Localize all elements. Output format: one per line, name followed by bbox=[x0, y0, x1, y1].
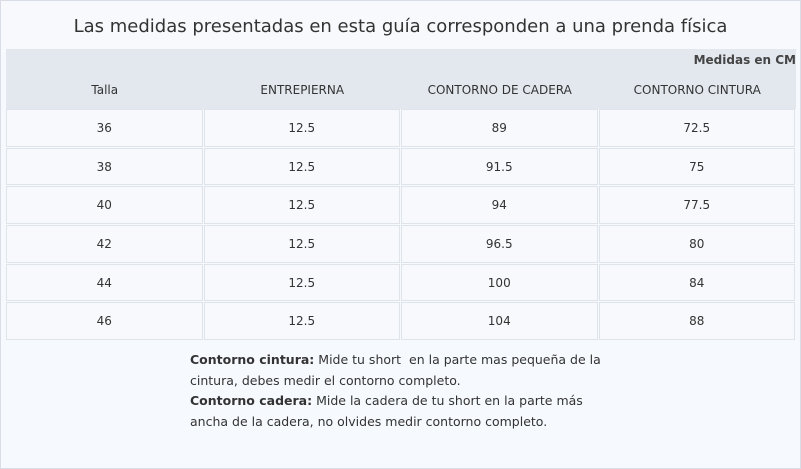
note: Contorno cintura: Mide tu short en la pa… bbox=[190, 350, 610, 391]
table-cell: 80 bbox=[598, 225, 795, 263]
units-label: Medidas en CM bbox=[693, 53, 796, 67]
note-text: Mide la cadera de tu short en la parte m… bbox=[190, 393, 587, 429]
table-cell: 72.5 bbox=[598, 109, 795, 147]
note-label: Contorno cadera: bbox=[190, 393, 313, 408]
table-cell: 46 bbox=[6, 302, 203, 341]
table-cell: 96.5 bbox=[401, 225, 598, 263]
table-cell: 88 bbox=[598, 302, 795, 341]
table-row: 36 12.5 89 72.5 bbox=[6, 109, 796, 148]
table-row: 40 12.5 94 77.5 bbox=[6, 186, 796, 225]
table-cell: 12.5 bbox=[203, 109, 400, 147]
table-cell: 12.5 bbox=[203, 225, 400, 263]
note-text: Mide tu short en la parte mas pequeña de… bbox=[190, 352, 605, 388]
notes: Contorno cintura: Mide tu short en la pa… bbox=[190, 350, 610, 432]
table-cell: 36 bbox=[6, 109, 203, 147]
table-cell: 104 bbox=[401, 302, 598, 341]
table-row: 42 12.5 96.5 80 bbox=[6, 225, 796, 264]
title: Las medidas presentadas en esta guía cor… bbox=[1, 1, 800, 49]
table-cell: 44 bbox=[6, 263, 203, 302]
table-cell: 12.5 bbox=[203, 186, 400, 225]
table-cell: 77.5 bbox=[598, 186, 795, 225]
table-cell: 12.5 bbox=[203, 147, 400, 186]
table-cell: 84 bbox=[598, 263, 795, 302]
column-header: CONTORNO CINTURA bbox=[633, 83, 761, 97]
table-cell: 12.5 bbox=[203, 263, 400, 302]
column-header: Talla bbox=[91, 83, 119, 97]
table-row: 44 12.5 100 84 bbox=[6, 263, 796, 303]
table-cell: 94 bbox=[401, 186, 598, 225]
table-header: Medidas en CM Talla ENTREPIERNA CONTORNO D… bbox=[6, 49, 796, 109]
table-cell: 42 bbox=[6, 225, 203, 263]
note: Contorno cadera: Mide la cadera de tu sh… bbox=[190, 391, 610, 432]
table-cell: 89 bbox=[401, 109, 598, 147]
table-row: 38 12.5 91.5 75 bbox=[6, 147, 796, 187]
table-cell: 12.5 bbox=[203, 302, 400, 341]
table-cell: 40 bbox=[6, 186, 203, 225]
table-cell: 100 bbox=[401, 263, 598, 302]
table-cell: 38 bbox=[6, 147, 203, 186]
column-header: ENTREPIERNA bbox=[260, 83, 345, 97]
table-row: 46 12.5 104 88 bbox=[6, 302, 796, 341]
table-body: 36 12.5 89 72.5 38 12.5 91.5 75 40 12.5 94 77.5 42 12… bbox=[6, 109, 796, 341]
note-label: Contorno cintura: bbox=[190, 352, 315, 367]
column-header: CONTORNO DE CADERA bbox=[427, 83, 572, 97]
table-cell: 91.5 bbox=[401, 147, 598, 186]
table-cell: 75 bbox=[598, 147, 795, 186]
